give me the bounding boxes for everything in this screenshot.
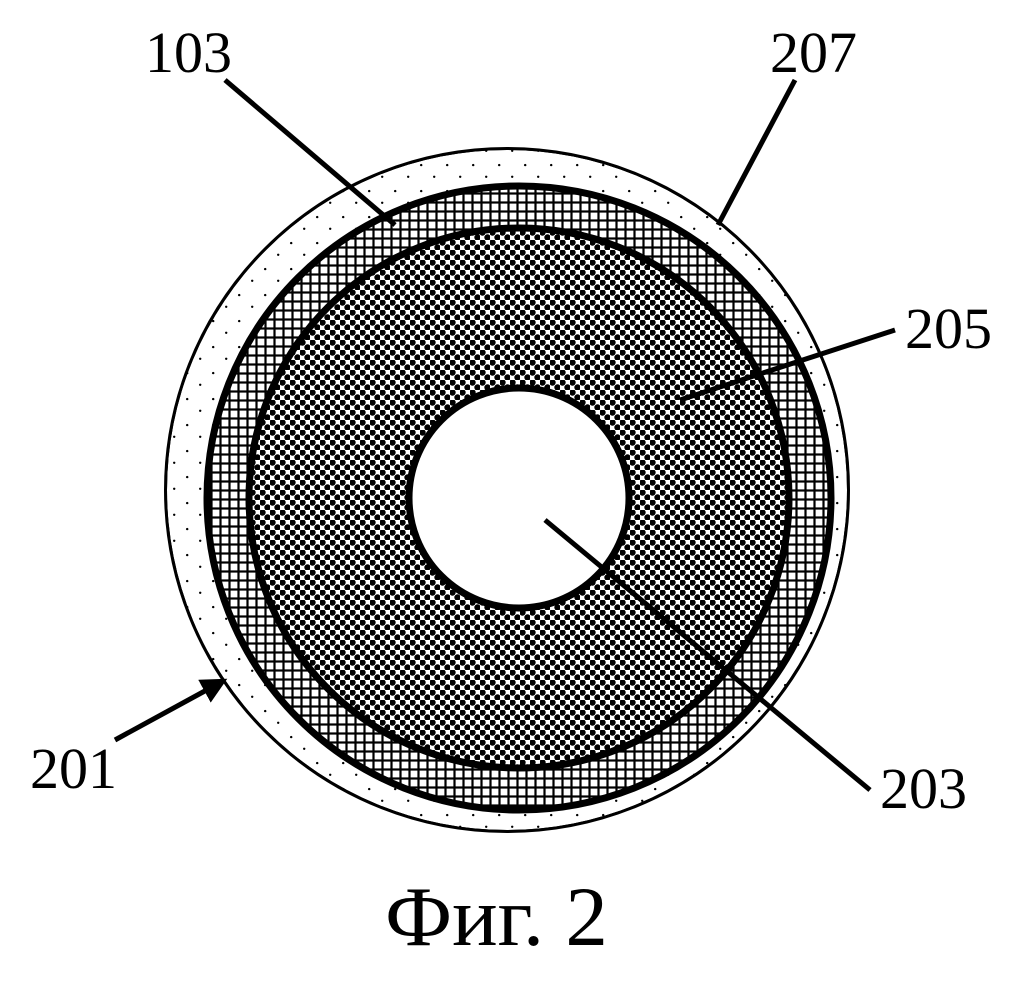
core-hole-203 xyxy=(409,388,629,608)
label-207: 207 xyxy=(770,24,857,82)
label-103: 103 xyxy=(145,24,232,82)
figure-caption: Фиг. 2 xyxy=(385,875,608,960)
figure-canvas: 103 207 205 201 203 Фиг. 2 xyxy=(0,0,1015,996)
leader-103 xyxy=(225,80,395,225)
label-201: 201 xyxy=(30,740,117,798)
leader-201 xyxy=(115,680,225,740)
leader-207 xyxy=(718,80,795,225)
label-203: 203 xyxy=(880,760,967,818)
cross-section-diagram xyxy=(0,0,1015,996)
label-205: 205 xyxy=(905,300,992,358)
